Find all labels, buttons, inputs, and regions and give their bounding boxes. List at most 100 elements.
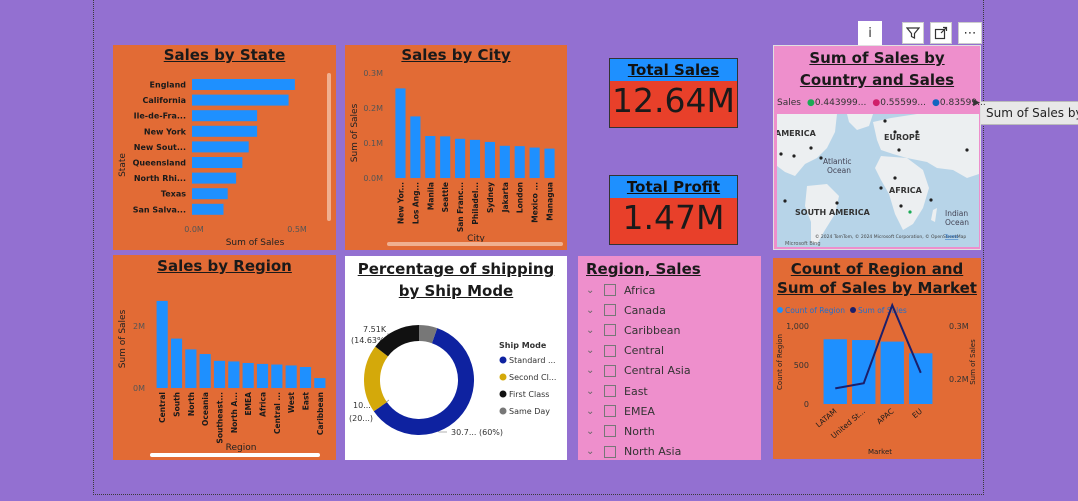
chevron-down-icon[interactable]: ⌄	[586, 405, 595, 417]
bar[interactable]	[299, 367, 312, 388]
donut-slice[interactable]	[364, 346, 389, 412]
filter-icon[interactable]	[902, 22, 924, 44]
x-tick: 0.5M	[287, 225, 307, 234]
ship-mode-visual[interactable]: Percentage of shipping by Ship Mode Ship…	[345, 256, 567, 460]
bar[interactable]	[469, 139, 481, 178]
world-map[interactable]: AMERICA EUROPE Atlantic Ocean AFRICA SOU…	[777, 114, 979, 247]
slicer-item[interactable]: ⌄ EMEA	[586, 401, 755, 421]
checkbox[interactable]	[604, 324, 616, 337]
slicer-item[interactable]: ⌄ Caribbean	[586, 320, 755, 340]
map-point	[783, 199, 787, 203]
bar[interactable]	[514, 146, 525, 178]
slicer-item[interactable]: ⌄ Central Asia	[586, 361, 755, 381]
category-label: North	[187, 392, 196, 416]
legend-title: Ship Mode	[499, 341, 547, 350]
focus-mode-icon[interactable]	[930, 22, 952, 44]
bar[interactable]	[192, 188, 228, 200]
checkbox[interactable]	[604, 385, 616, 398]
info-icon[interactable]: i	[858, 21, 882, 45]
chevron-down-icon[interactable]: ⌄	[586, 284, 595, 296]
total-profit-card[interactable]: Total Profit 1.47M	[609, 175, 738, 245]
scrollbar[interactable]	[150, 453, 320, 457]
bar[interactable]	[192, 110, 258, 122]
donut-slice[interactable]	[418, 325, 438, 344]
checkbox[interactable]	[604, 405, 616, 418]
scrollbar[interactable]	[327, 73, 331, 221]
slicer-item[interactable]: ⌄ Central	[586, 341, 755, 361]
bar[interactable]	[410, 116, 421, 178]
bar[interactable]	[880, 341, 904, 404]
market-visual[interactable]: Count of Region and Sum of Sales by Mark…	[773, 258, 981, 459]
ship-mode-donut-chart[interactable]: Ship Mode 7.51K (14.63%) 10... (20...) 3…	[345, 256, 567, 460]
scrollbar[interactable]	[387, 242, 563, 246]
bar[interactable]	[484, 141, 495, 178]
bar[interactable]	[395, 88, 406, 178]
bar[interactable]	[440, 136, 451, 178]
sales-by-region-visual[interactable]: Sales by Region Sum of Sales Region 2M 0M…	[113, 255, 336, 460]
bar[interactable]	[425, 136, 436, 178]
map-visual[interactable]: Sum of Sales by Country and Sales Sales …	[773, 45, 986, 250]
slicer-item[interactable]: ⌄ Africa	[586, 280, 755, 300]
donut-slice[interactable]	[375, 325, 420, 357]
checkbox[interactable]	[604, 364, 616, 377]
slicer-item[interactable]: ⌄ East	[586, 381, 755, 401]
bar[interactable]	[192, 141, 249, 153]
chevron-down-icon[interactable]: ⌄	[586, 324, 595, 336]
market-combo-chart[interactable]: Count of Region Sum of Sales Count of Re…	[773, 258, 981, 459]
slicer-item[interactable]: ⌄ North	[586, 421, 755, 441]
chevron-down-icon[interactable]: ⌄	[586, 304, 595, 316]
bar[interactable]	[455, 138, 466, 178]
bar[interactable]	[242, 362, 254, 388]
bar[interactable]	[285, 365, 297, 388]
bar[interactable]	[192, 203, 224, 215]
chevron-down-icon[interactable]: ⌄	[586, 365, 595, 377]
bar[interactable]	[823, 339, 847, 404]
checkbox[interactable]	[604, 344, 616, 357]
state-bar-chart[interactable]: State Sum of Sales 0.0M 0.5M England Cali…	[113, 45, 336, 250]
bar[interactable]	[192, 172, 237, 184]
bar[interactable]	[156, 300, 168, 388]
region-bar-chart[interactable]: Sum of Sales Region 2M 0M Central South Nort…	[113, 255, 336, 460]
checkbox[interactable]	[604, 284, 616, 297]
bar[interactable]	[271, 364, 283, 388]
map-point	[897, 148, 901, 152]
bar[interactable]	[228, 361, 240, 388]
bar[interactable]	[852, 340, 876, 404]
total-sales-card[interactable]: Total Sales 12.64M	[609, 58, 738, 128]
chevron-right-icon[interactable]: ▶	[973, 98, 980, 108]
bar[interactable]	[544, 148, 555, 178]
chevron-down-icon[interactable]: ⌄	[586, 345, 595, 357]
slicer-item[interactable]: ⌄ Canada	[586, 300, 755, 320]
checkbox[interactable]	[604, 304, 616, 317]
bar[interactable]	[213, 360, 226, 388]
data-label: 10...	[353, 401, 371, 410]
chevron-down-icon[interactable]: ⌄	[586, 446, 595, 458]
legend-item: Count of Region	[785, 306, 845, 315]
more-options-icon[interactable]: ⋯	[958, 22, 982, 44]
sales-by-city-visual[interactable]: Sales by City Sum of Sales City 0.3M 0.2M…	[345, 45, 567, 250]
slicer-item[interactable]: ⌄ North Asia	[586, 442, 755, 458]
bar[interactable]	[499, 145, 510, 178]
bar[interactable]	[192, 94, 289, 106]
bar[interactable]	[170, 338, 183, 388]
bar[interactable]	[192, 79, 295, 90]
bar[interactable]	[192, 125, 258, 137]
line-series[interactable]	[835, 302, 922, 390]
bar[interactable]	[185, 349, 197, 388]
chevron-down-icon[interactable]: ⌄	[586, 425, 595, 437]
bar[interactable]	[199, 354, 211, 388]
bar[interactable]	[529, 147, 540, 178]
bar[interactable]	[909, 353, 933, 404]
city-bar-chart[interactable]: Sum of Sales City 0.3M 0.2M 0.1M 0.0M New Yo…	[345, 45, 567, 250]
bar[interactable]	[256, 363, 269, 388]
region-slicer[interactable]: Region, Sales ⌄ Africa ⌄ Canada ⌄ Caribbean ⌄ C…	[578, 256, 761, 460]
sales-by-state-visual[interactable]: Sales by State State Sum of Sales 0.0M 0…	[113, 45, 336, 250]
checkbox[interactable]	[604, 445, 616, 458]
bar[interactable]	[314, 378, 326, 388]
donut-slice[interactable]	[373, 328, 474, 435]
map-label: Ocean	[827, 166, 851, 175]
map-point	[792, 154, 796, 158]
bar[interactable]	[192, 157, 243, 168]
checkbox[interactable]	[604, 425, 616, 438]
chevron-down-icon[interactable]: ⌄	[586, 385, 595, 397]
